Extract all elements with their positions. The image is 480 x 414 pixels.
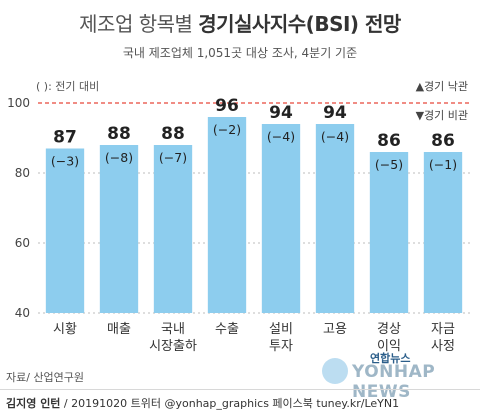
x-tick-label: 시황 bbox=[53, 322, 77, 337]
x-tick-label: 설비 bbox=[269, 322, 293, 337]
x-tick-label: 경상 bbox=[377, 322, 401, 337]
x-tick-label: 이익 bbox=[377, 339, 401, 354]
title-light: 제조업 항목별 bbox=[79, 12, 199, 36]
y-tick-label: 60 bbox=[15, 236, 30, 250]
bar bbox=[99, 145, 139, 313]
bar-change-label: (−2) bbox=[213, 122, 241, 137]
chart-title: 제조업 항목별 경기실사지수(BSI) 전망 bbox=[0, 8, 480, 37]
yonhap-logo: 연합뉴스 YONHAP NEWS bbox=[322, 352, 472, 402]
bar-value-label: 94 bbox=[269, 103, 293, 123]
bar bbox=[315, 124, 355, 313]
x-tick-label: 국내 bbox=[161, 322, 185, 337]
bar-change-label: (−7) bbox=[159, 150, 187, 165]
x-tick-label: 수출 bbox=[215, 322, 239, 337]
bar bbox=[369, 152, 409, 313]
bar-change-label: (−3) bbox=[51, 154, 79, 169]
bar-value-label: 88 bbox=[107, 124, 131, 144]
x-tick-label: 자금 bbox=[431, 322, 455, 337]
title-bold: 경기실사지수(BSI) 전망 bbox=[198, 12, 401, 36]
x-tick-label: 사정 bbox=[431, 339, 455, 354]
change-note: ( ): 전기 대비 bbox=[36, 80, 100, 93]
bar-change-label: (−1) bbox=[429, 157, 457, 172]
pessimism-note: ▼경기 비관 bbox=[415, 109, 468, 122]
y-tick-label: 40 bbox=[15, 306, 30, 320]
bar-value-label: 88 bbox=[161, 124, 185, 144]
bar-value-label: 86 bbox=[377, 131, 401, 151]
credit-name: 김지영 인턴 bbox=[6, 397, 61, 410]
bar bbox=[207, 117, 247, 313]
y-tick-label: 100 bbox=[7, 96, 30, 110]
optimism-note: ▲경기 낙관 bbox=[415, 80, 468, 93]
bar-change-label: (−4) bbox=[267, 129, 295, 144]
bar-value-label: 87 bbox=[53, 128, 77, 148]
x-tick-label: 시장출하 bbox=[149, 339, 197, 354]
logo-badge: 연합뉴스 bbox=[370, 352, 411, 365]
y-tick-label: 80 bbox=[15, 166, 30, 180]
logo-text: YONHAP NEWS bbox=[352, 362, 436, 402]
bar-change-label: (−8) bbox=[105, 150, 133, 165]
bar bbox=[153, 145, 193, 313]
logo-circle-icon bbox=[322, 358, 348, 384]
source-note: 자료/ 산업연구원 bbox=[6, 371, 85, 384]
bar-value-label: 94 bbox=[323, 103, 347, 123]
bar bbox=[45, 148, 85, 313]
x-tick-label: 투자 bbox=[269, 339, 293, 354]
bar-change-label: (−4) bbox=[321, 129, 349, 144]
credit-details: / 20191020 트위터 @yonhap_graphics 페이스북 tun… bbox=[60, 397, 400, 410]
bar-value-label: 86 bbox=[431, 131, 455, 151]
chart-subtitle: 국내 제조업체 1,051곳 대상 조사, 4분기 기준 bbox=[122, 46, 358, 60]
x-tick-label: 매출 bbox=[107, 322, 131, 337]
credit-line: 김지영 인턴 / 20191020 트위터 @yonhap_graphics 페… bbox=[6, 395, 399, 411]
bar bbox=[261, 124, 301, 313]
bar-value-label: 96 bbox=[215, 96, 239, 116]
x-tick-label: 고용 bbox=[323, 322, 347, 337]
bar bbox=[423, 152, 463, 313]
footer-bar: 김지영 인턴 / 20191020 트위터 @yonhap_graphics 페… bbox=[0, 389, 480, 414]
bar-change-label: (−5) bbox=[375, 157, 403, 172]
